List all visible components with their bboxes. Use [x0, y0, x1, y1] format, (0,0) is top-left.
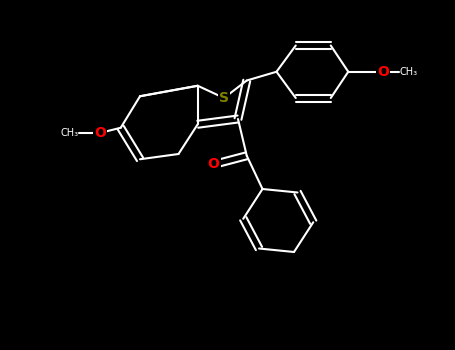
Text: CH₃: CH₃ [61, 128, 79, 138]
Text: S: S [219, 91, 229, 105]
Text: O: O [94, 126, 106, 140]
Text: O: O [377, 65, 389, 79]
Text: O: O [207, 158, 219, 172]
Text: CH₃: CH₃ [399, 67, 417, 77]
